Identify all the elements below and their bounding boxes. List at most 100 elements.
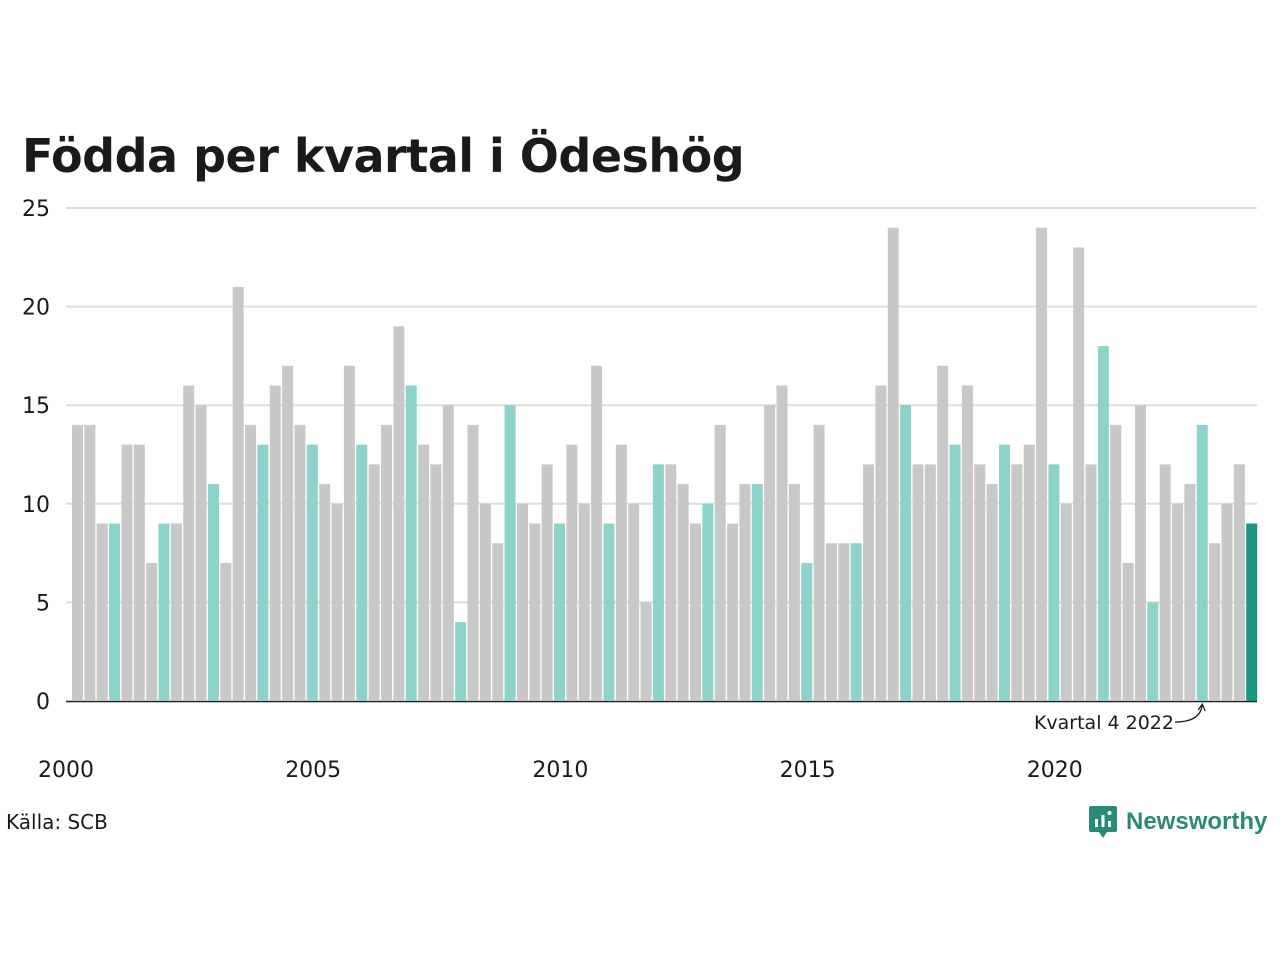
bar — [158, 523, 170, 701]
bar — [863, 464, 875, 701]
bar — [1209, 543, 1221, 701]
bar — [554, 523, 566, 701]
bar — [183, 385, 195, 701]
bar — [764, 405, 776, 701]
bar — [294, 424, 306, 701]
y-tick-label: 10 — [22, 493, 50, 518]
bar — [999, 444, 1010, 701]
bar — [479, 503, 491, 701]
bar — [850, 543, 862, 701]
bar — [1184, 484, 1196, 701]
bar — [813, 424, 825, 701]
y-tick-label: 20 — [22, 296, 50, 321]
bar — [1221, 503, 1233, 701]
bar — [455, 622, 467, 701]
bar — [504, 405, 516, 701]
bar — [739, 484, 751, 701]
bar — [319, 484, 331, 701]
bar — [245, 424, 257, 701]
bar — [170, 523, 182, 701]
bar — [133, 444, 145, 701]
bar — [677, 484, 689, 701]
bar — [690, 523, 701, 701]
y-tick-label: 25 — [22, 197, 50, 222]
bar — [516, 503, 528, 701]
bar — [1159, 464, 1171, 701]
arrow-head — [1197, 702, 1206, 712]
bar — [974, 464, 986, 701]
bar — [282, 365, 294, 701]
bar — [986, 484, 998, 701]
bar — [269, 385, 281, 701]
bar — [84, 424, 96, 701]
bar — [418, 444, 430, 701]
source-label: Källa: SCB — [6, 810, 108, 834]
bar — [1097, 346, 1109, 701]
bar — [1085, 464, 1097, 701]
bar — [566, 444, 578, 701]
x-tick-label: 2000 — [38, 758, 94, 783]
x-tick-label: 2015 — [780, 758, 836, 783]
bar — [306, 444, 318, 701]
bar — [788, 484, 800, 701]
bar — [492, 543, 504, 701]
bar — [1122, 562, 1134, 701]
bar — [343, 365, 355, 701]
bar — [727, 523, 739, 701]
y-axis-ticks: 0 5 10 15 20 25 — [22, 197, 50, 715]
bar — [232, 286, 244, 701]
newsworthy-logo: Newsworthy — [1088, 804, 1267, 840]
bar — [220, 562, 232, 701]
y-tick-label: 5 — [36, 591, 50, 616]
x-axis-ticks: 2000 2005 2010 2015 2020 — [38, 758, 1083, 783]
bar — [541, 464, 553, 701]
curved-arrow-icon — [1174, 704, 1203, 723]
bar — [652, 464, 664, 701]
bar — [702, 503, 714, 701]
bar — [615, 444, 627, 701]
bar — [195, 405, 207, 701]
annotation-label: Kvartal 4 2022 — [1034, 712, 1174, 734]
bar — [467, 424, 479, 701]
bar — [887, 227, 899, 701]
bar — [1172, 503, 1184, 701]
bar — [751, 484, 763, 701]
bar — [1196, 424, 1208, 701]
bar — [96, 523, 108, 701]
bar — [207, 484, 219, 701]
bar — [578, 503, 590, 701]
bar — [1110, 424, 1122, 701]
bar — [1023, 444, 1035, 701]
bar — [776, 385, 788, 701]
bar — [714, 424, 726, 701]
bar — [961, 385, 973, 701]
bar — [1060, 503, 1072, 701]
bar — [1246, 523, 1258, 701]
bar — [924, 464, 936, 701]
bar — [900, 405, 912, 701]
bar — [368, 464, 380, 701]
bar — [356, 444, 368, 701]
bar — [875, 385, 887, 701]
bar — [430, 464, 442, 701]
annotation: Kvartal 4 2022 — [1034, 702, 1206, 734]
bar — [937, 365, 949, 701]
bar — [1147, 602, 1159, 701]
chat-bubble-bar-chart-icon — [1089, 806, 1117, 838]
bar — [603, 523, 615, 701]
bar — [949, 444, 961, 701]
bar — [442, 405, 454, 701]
bar — [640, 602, 652, 701]
y-tick-label: 15 — [22, 394, 50, 419]
x-tick-label: 2010 — [532, 758, 588, 783]
bar — [257, 444, 269, 701]
bar — [109, 523, 121, 701]
bar — [1073, 247, 1085, 701]
bar — [1036, 227, 1048, 701]
bar — [825, 543, 837, 701]
bar — [912, 464, 924, 701]
bar — [665, 464, 677, 701]
chart-title: Födda per kvartal i Ödeshög — [22, 129, 745, 183]
bar — [146, 562, 158, 701]
